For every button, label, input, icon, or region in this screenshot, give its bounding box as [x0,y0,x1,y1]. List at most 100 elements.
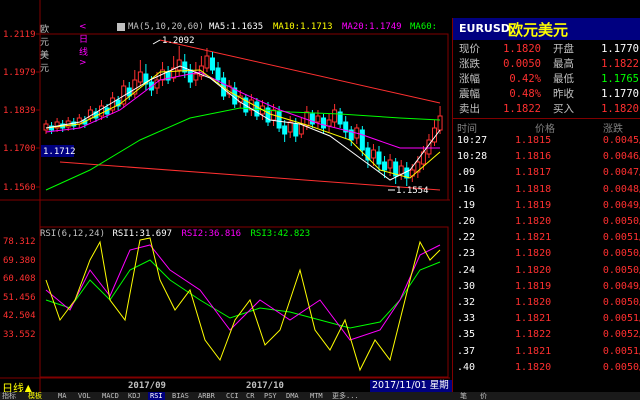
indicator-tab[interactable]: VOL [78,392,91,400]
tick-time: 10:27 [457,135,488,146]
side-tab[interactable]: 笔 [460,392,467,400]
quote-value: 1.1822 [503,103,541,115]
tick-price: 1.1821 [515,232,552,244]
tick-time: .24 [457,264,476,276]
tick-row: 10:27 1.1815 0.0045▲ [453,133,640,148]
quote-label: 最高 [553,58,574,70]
lower-channel-line [59,161,441,191]
candle-body [309,113,315,125]
indicator-tab[interactable]: MACD [102,392,119,400]
tick-price: 1.1821 [515,313,552,325]
candle-body [176,59,182,71]
indicator-tab[interactable]: CCI [226,392,239,400]
symbol-code: EURUSD [459,22,510,35]
tick-change: 0.0050▲ [602,361,640,373]
candle-body [132,79,138,95]
tick-table-header: 时间 价格 涨跌 [453,118,640,135]
side-tab[interactable]: 价 [480,392,487,400]
quote-value: 0.42% [509,73,541,85]
indicator-tab[interactable]: MTM [310,392,323,400]
candle-body [54,121,60,129]
candle-body [276,111,282,129]
kline-chart-canvas[interactable]: 1.2119 1.1979 1.1839 1.1700 1.1560 78.31… [0,0,450,394]
price-tick: 1.2119 [3,30,36,40]
svg-text:51.456: 51.456 [3,293,36,303]
candle-body [215,67,221,81]
tick-time: .35 [457,329,476,341]
candle-body [43,123,49,131]
ma-label: MA(5,10,20,60) [128,22,204,32]
tick-time: .23 [457,248,476,260]
tick-price: 1.1820 [515,264,552,276]
indicator-tab[interactable]: 模板 [28,392,42,400]
tick-row: .23 1.1820 0.0050▲ [453,246,640,261]
x-label-oct: 2017/10 [246,381,284,391]
candle-body [398,165,404,175]
candle-body [321,117,326,129]
indicator-tab[interactable]: DMA [286,392,299,400]
tick-price: 1.1820 [515,297,552,308]
candle-body [376,151,382,165]
current-price-label: 1.1712 [43,147,76,157]
tick-row: .30 1.1819 0.0049▲ [453,279,640,294]
tick-time: .37 [457,345,476,357]
indicator-tab[interactable]: KDJ [128,392,141,400]
quote-row: 现价 1.1820 开盘 1.1770 [453,42,640,57]
indicator-tab[interactable]: RSI [148,392,165,400]
svg-text:33.552: 33.552 [3,330,36,340]
period-selector[interactable]: 日线▲ [2,382,33,395]
candle-body [99,105,104,117]
tick-row: .35 1.1822 0.0052▲ [453,327,640,342]
candle-body [265,107,271,123]
tick-change: 0.0052▲ [602,329,640,341]
quote-label: 涨幅 [459,73,480,85]
svg-text:42.504: 42.504 [3,311,36,321]
tick-row: .19 1.1819 0.0049▲ [453,198,640,213]
tick-price: 1.1820 [515,361,552,373]
tick-time: .16 [457,183,476,195]
tick-price: 1.1820 [515,248,552,260]
candle-body [293,123,299,137]
quote-panel: EURUSD 欧元美元 现价 1.1820 开盘 1.1770 涨跌 0.0050 最高 1.… [452,18,640,394]
candle-body [343,121,349,133]
tick-price: 1.1817 [515,167,552,179]
tick-change: 0.0045▲ [602,135,640,146]
candle-body [437,115,443,131]
indicator-toggle-icon[interactable] [117,23,125,31]
rsi-legend: RSI(6,12,24) RSI1:31.697 RSI2:36.816 RSI… [40,229,311,239]
candle-body [382,161,388,171]
price-axis: 1.2119 1.1979 1.1839 1.1700 1.1560 [3,30,40,193]
indicator-tab[interactable]: BIAS [172,392,189,400]
tick-price: 1.1819 [515,280,552,292]
quote-value: 1.1822 [601,58,639,70]
quote-row: 涨幅 0.42% 最低 1.1765 [453,72,640,87]
ma20-value: MA20:1.1749 [342,22,402,32]
x-label-sep: 2017/09 [128,381,166,391]
candle-body [193,73,199,81]
indicator-tab[interactable]: PSY [264,392,277,400]
ma5-line [45,65,441,181]
tick-change: 0.0050▲ [602,264,640,276]
kline-chart-panel[interactable]: 1.2119 1.1979 1.1839 1.1700 1.1560 78.31… [0,0,456,400]
price-tick: 1.1979 [3,68,36,78]
tick-change: 0.0050▲ [602,248,640,260]
indicator-tab[interactable]: 指标 [2,392,16,400]
tick-price: 1.1815 [515,135,552,146]
quote-value: 1.1770 [601,88,639,100]
candle-body [210,57,215,71]
tick-time: .32 [457,297,476,308]
indicator-tab[interactable]: MA [58,392,67,400]
tick-row: .40 1.1820 0.0050▲ [453,360,640,375]
indicator-tab[interactable]: CR [246,392,255,400]
indicator-tab[interactable]: 更多... [332,392,359,400]
quote-value: 0.0050 [503,58,541,70]
ma10-line [45,69,441,179]
ma60-line [45,107,441,191]
tick-change: 0.0047▲ [602,167,640,179]
quote-value: 1.1820 [503,43,541,55]
candle-body [393,161,399,177]
indicator-tab[interactable]: ARBR [198,392,215,400]
candle-body [365,147,371,161]
candle-body [115,99,121,107]
rsi-axis: 78.312 69.380 60.408 51.456 42.504 33.55… [3,237,36,340]
